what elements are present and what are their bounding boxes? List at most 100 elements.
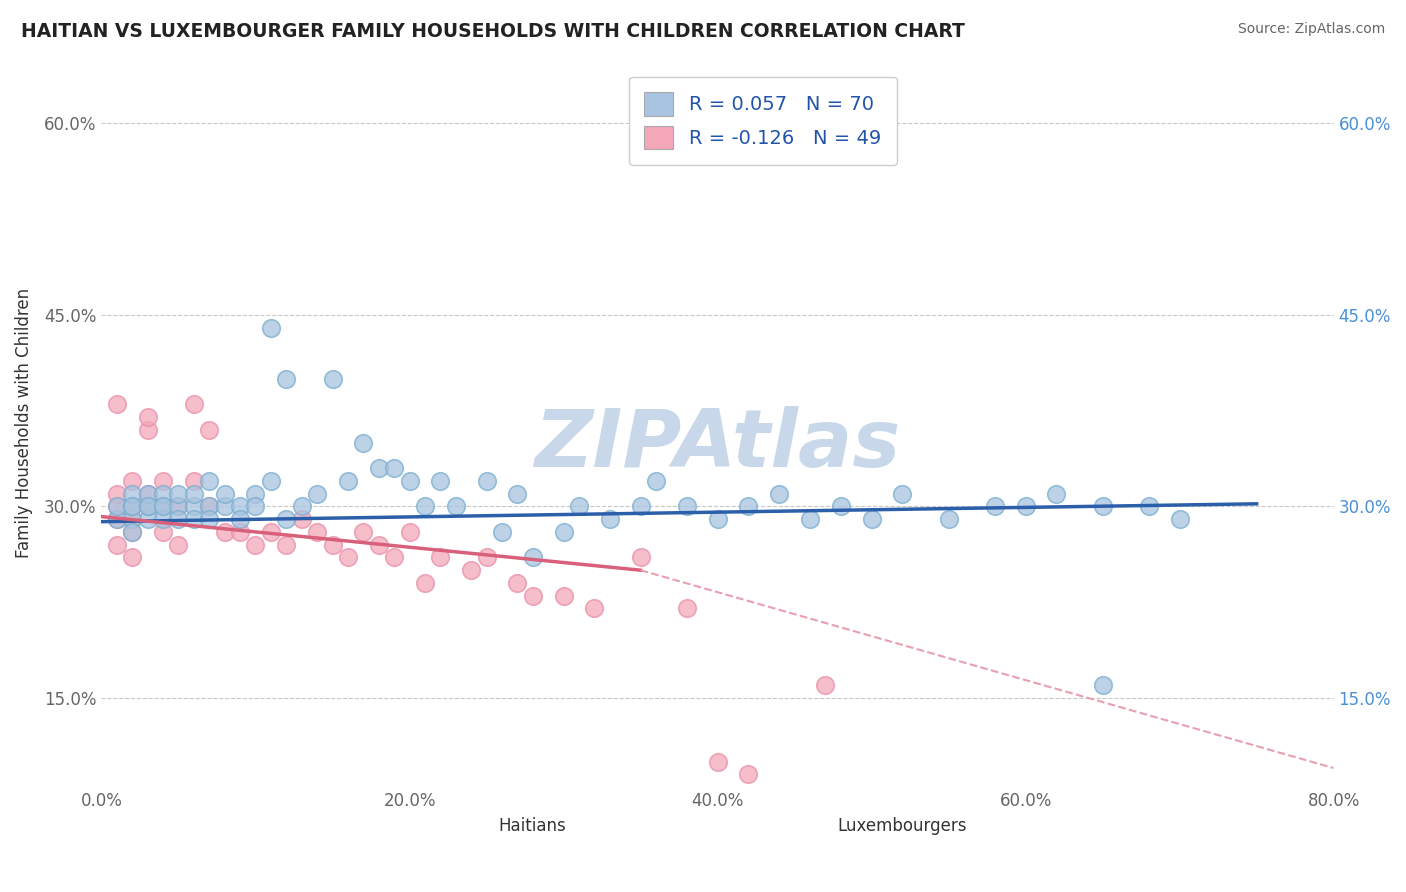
Point [167,500,190,514]
Point [105,486,128,500]
Point [276,538,298,552]
Point [522,550,544,565]
Point [136,486,159,500]
Point [382,550,405,565]
Point [136,512,159,526]
Point [1091,678,1114,692]
Point [336,550,359,565]
Point [460,563,482,577]
Point [214,500,236,514]
Point [506,486,529,500]
Text: ZIPAtlas: ZIPAtlas [534,406,901,484]
Point [152,500,174,514]
Point [291,512,314,526]
Point [229,512,252,526]
Legend: R = 0.057   N = 70, R = -0.126   N = 49: R = 0.057 N = 70, R = -0.126 N = 49 [628,77,897,165]
Point [475,550,498,565]
Point [105,512,128,526]
Point [198,474,221,488]
Point [121,500,143,514]
Point [152,500,174,514]
Point [522,589,544,603]
Point [121,524,143,539]
Point [352,524,374,539]
Point [506,576,529,591]
Point [167,500,190,514]
Point [768,486,790,500]
Point [152,500,174,514]
Point [413,500,436,514]
Point [136,410,159,425]
Point [737,767,759,781]
Point [675,601,697,615]
Point [860,512,883,526]
Point [938,512,960,526]
Point [321,372,343,386]
Point [568,500,591,514]
Point [891,486,914,500]
Point [167,486,190,500]
Point [152,524,174,539]
Point [1045,486,1067,500]
Point [260,320,283,334]
Point [583,601,606,615]
Point [599,512,621,526]
Point [121,486,143,500]
Point [630,500,652,514]
Point [675,500,697,514]
Point [245,500,267,514]
Point [429,550,451,565]
Point [245,486,267,500]
Point [121,500,143,514]
Point [136,486,159,500]
Point [307,486,329,500]
Point [367,461,389,475]
Point [105,500,128,514]
Text: Haitians: Haitians [499,817,567,835]
Point [352,435,374,450]
Text: HAITIAN VS LUXEMBOURGER FAMILY HOUSEHOLDS WITH CHILDREN CORRELATION CHART: HAITIAN VS LUXEMBOURGER FAMILY HOUSEHOLD… [21,22,965,41]
Point [214,524,236,539]
Point [121,474,143,488]
Point [830,500,852,514]
Point [105,397,128,411]
Point [398,524,420,539]
Point [136,500,159,514]
Point [105,500,128,514]
Point [167,538,190,552]
Point [984,500,1007,514]
Point [260,474,283,488]
Point [152,474,174,488]
Point [1168,512,1191,526]
Point [260,524,283,539]
Point [799,512,821,526]
Text: Luxembourgers: Luxembourgers [838,817,967,835]
Text: Source: ZipAtlas.com: Source: ZipAtlas.com [1237,22,1385,37]
Point [121,500,143,514]
Point [105,538,128,552]
Point [121,550,143,565]
Point [198,423,221,437]
Point [307,524,329,539]
Point [136,500,159,514]
Point [444,500,467,514]
Point [229,500,252,514]
Point [105,512,128,526]
Point [152,486,174,500]
Point [553,589,575,603]
Point [1137,500,1160,514]
Point [183,397,205,411]
Point [121,512,143,526]
Point [398,474,420,488]
Point [737,500,759,514]
Point [214,486,236,500]
Point [183,486,205,500]
Point [475,474,498,488]
Point [553,524,575,539]
Point [291,500,314,514]
Point [429,474,451,488]
Point [491,524,513,539]
Y-axis label: Family Households with Children: Family Households with Children [15,288,32,558]
Point [321,538,343,552]
Point [245,538,267,552]
